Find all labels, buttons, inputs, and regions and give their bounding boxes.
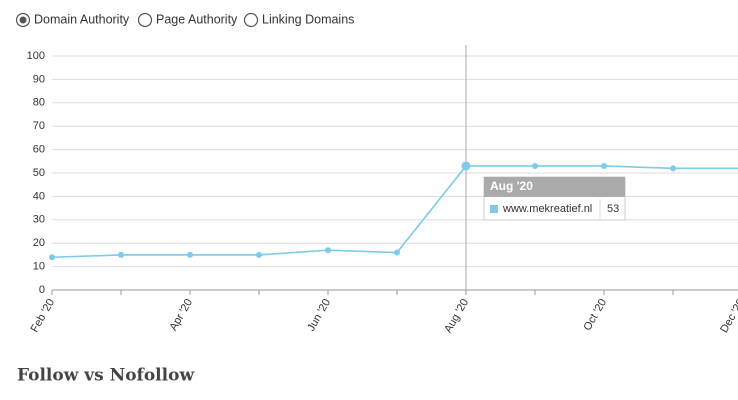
x-tick-label: Jun '20 [305, 297, 333, 333]
y-tick-label: 100 [27, 50, 45, 62]
tooltip-series: www.mekreatief.nl [502, 203, 592, 215]
y-tick-label: 50 [33, 167, 45, 179]
radio-option[interactable]: Page Authority [137, 12, 239, 28]
point [394, 249, 400, 256]
point [601, 162, 607, 169]
radio-dot [19, 16, 27, 24]
point [49, 254, 55, 261]
tooltip: Aug '20 www.mekreatief.nl 53 [483, 176, 626, 221]
x-tick-label: Oct '20 [581, 297, 609, 333]
radio-option[interactable]: Domain Authority [15, 12, 130, 28]
y-tick-label: 40 [33, 190, 45, 202]
y-tick-label: 20 [33, 237, 45, 249]
tooltip-swatch [490, 205, 498, 213]
x-tick-label: Dec '20 [718, 297, 738, 335]
point [325, 247, 331, 254]
point [187, 251, 193, 258]
y-tick-label: 0 [39, 284, 45, 296]
y-tick-label: 60 [33, 144, 45, 156]
radio-button[interactable] [137, 12, 153, 28]
radio-label[interactable]: Domain Authority [34, 12, 130, 26]
tooltip-title: Aug '20 [490, 179, 533, 193]
tooltip-value: 53 [607, 203, 619, 215]
y-tick-label: 80 [33, 97, 45, 109]
radio-label[interactable]: Linking Domains [262, 12, 354, 26]
point [118, 251, 124, 258]
y-tick-label: 10 [33, 261, 45, 273]
point [461, 161, 471, 171]
point [670, 165, 676, 172]
x-tick-label: Aug '20 [442, 297, 471, 335]
x-tick-label: Feb '20 [29, 297, 58, 334]
radio-label[interactable]: Page Authority [156, 12, 238, 26]
radio-option[interactable]: Linking Domains [243, 12, 355, 28]
radio-button[interactable] [243, 12, 259, 28]
section-heading: Follow vs Nofollow [17, 366, 194, 386]
y-tick-label: 90 [33, 73, 45, 85]
y-tick-label: 70 [33, 120, 45, 132]
point [532, 162, 538, 169]
point [256, 251, 262, 258]
y-tick-label: 30 [33, 214, 45, 226]
x-tick-label: Apr '20 [167, 297, 195, 333]
tooltip-header [484, 177, 625, 197]
